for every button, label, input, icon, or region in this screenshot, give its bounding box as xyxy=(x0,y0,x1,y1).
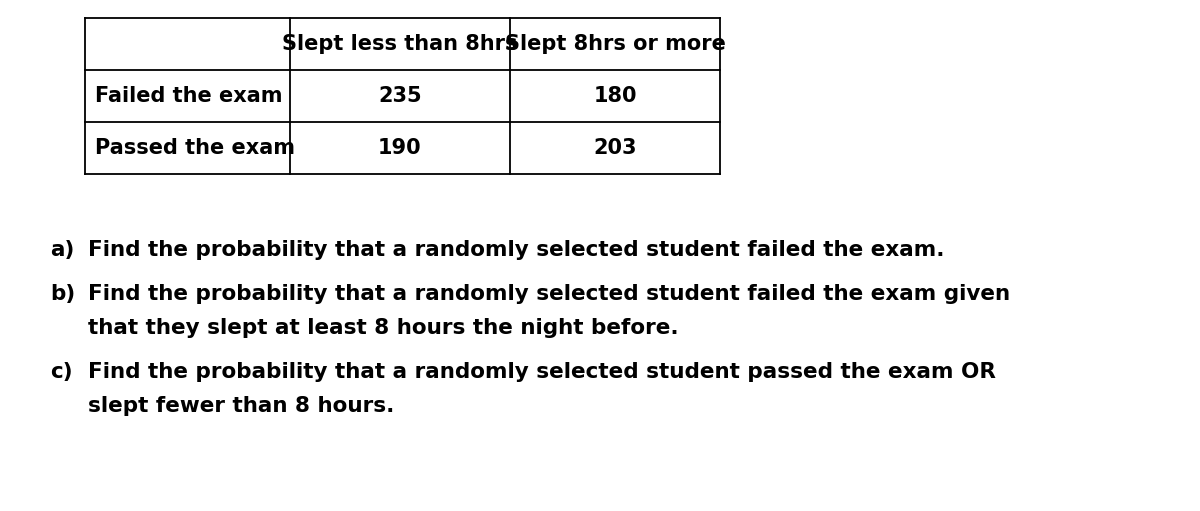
Text: Find the probability that a randomly selected student passed the exam OR: Find the probability that a randomly sel… xyxy=(88,362,996,382)
Text: Slept less than 8hrs: Slept less than 8hrs xyxy=(282,34,517,54)
Text: b): b) xyxy=(50,284,76,304)
Text: 190: 190 xyxy=(378,138,422,158)
Text: Find the probability that a randomly selected student failed the exam.: Find the probability that a randomly sel… xyxy=(88,240,944,260)
Text: 203: 203 xyxy=(593,138,637,158)
Text: Find the probability that a randomly selected student failed the exam given: Find the probability that a randomly sel… xyxy=(88,284,1010,304)
Text: Slept 8hrs or more: Slept 8hrs or more xyxy=(504,34,726,54)
Text: a): a) xyxy=(50,240,74,260)
Text: Failed the exam: Failed the exam xyxy=(95,86,282,106)
Text: 180: 180 xyxy=(593,86,637,106)
Text: Passed the exam: Passed the exam xyxy=(95,138,295,158)
Text: c): c) xyxy=(50,362,73,382)
Text: that they slept at least 8 hours the night before.: that they slept at least 8 hours the nig… xyxy=(88,318,679,338)
Text: 235: 235 xyxy=(378,86,422,106)
Text: slept fewer than 8 hours.: slept fewer than 8 hours. xyxy=(88,396,395,416)
